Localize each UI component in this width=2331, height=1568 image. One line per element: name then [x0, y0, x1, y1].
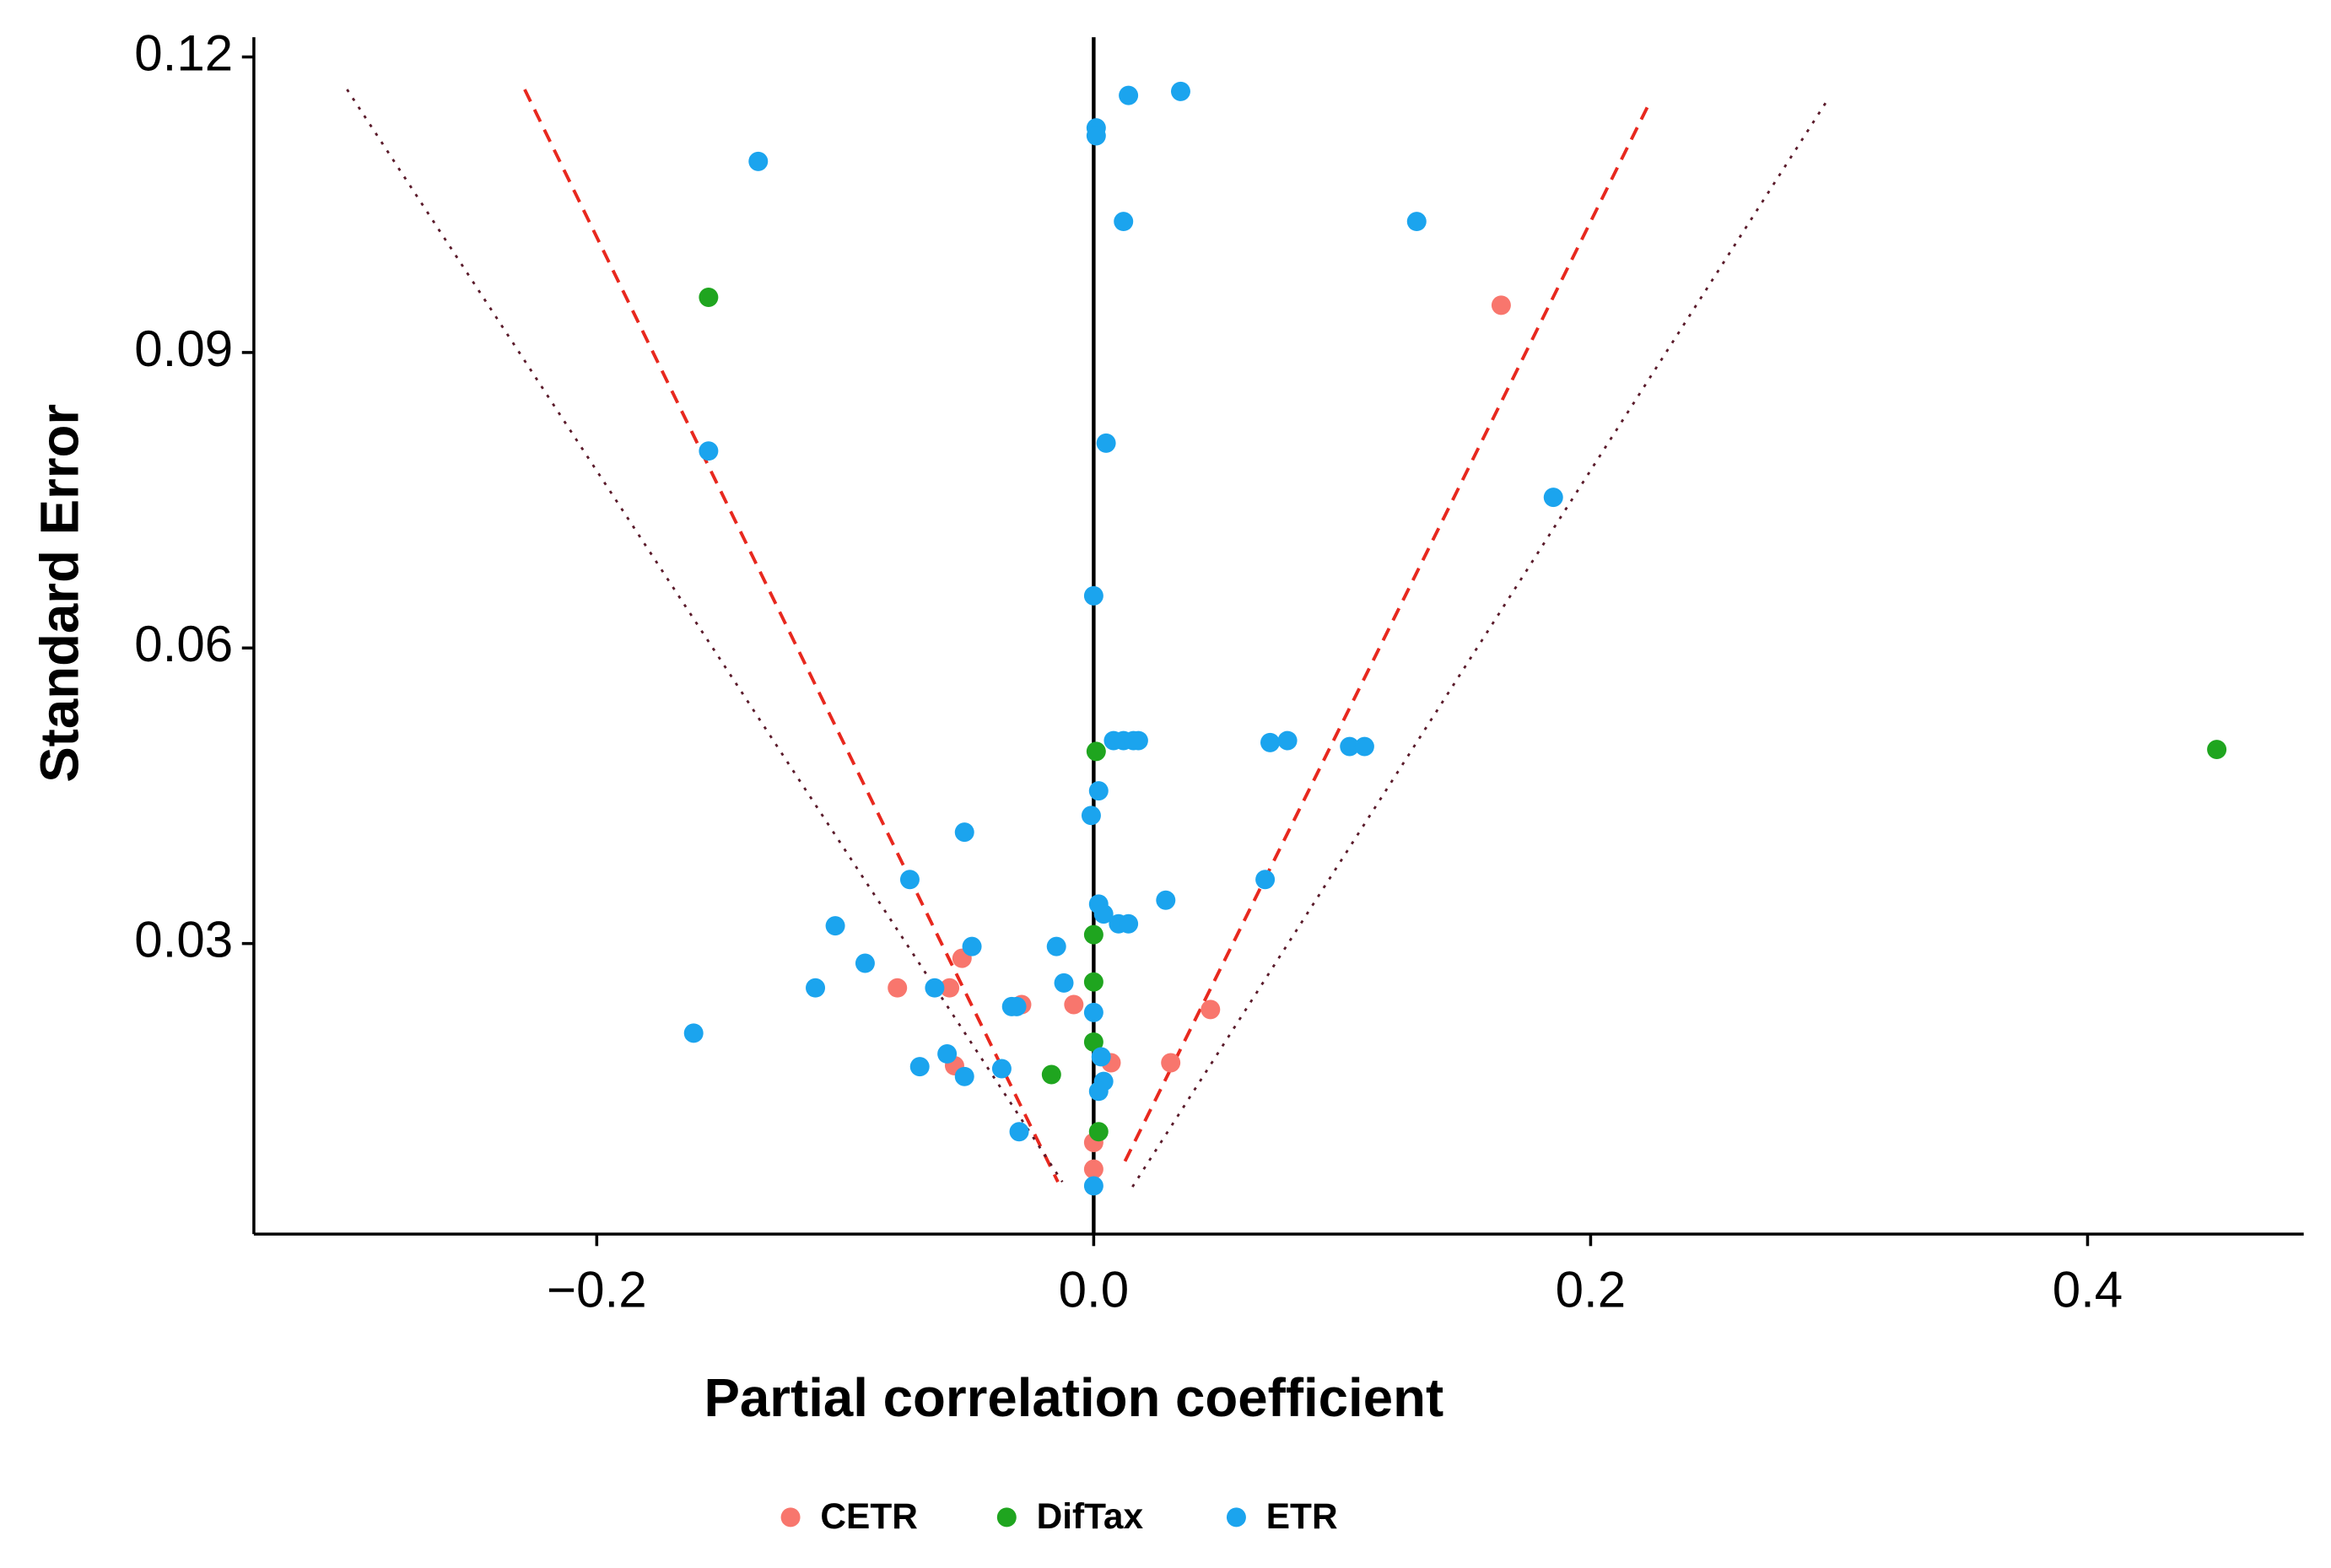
- point: [806, 978, 826, 998]
- point: [1006, 996, 1027, 1016]
- point: [925, 978, 945, 998]
- point: [1083, 972, 1103, 992]
- y-axis-title: Standard Error: [30, 404, 89, 783]
- point: [1088, 1122, 1109, 1142]
- point: [1119, 913, 1139, 934]
- point: [1119, 85, 1139, 105]
- point: [1064, 994, 1084, 1015]
- y-tick-label: 0.06: [134, 616, 233, 672]
- point: [748, 151, 769, 171]
- point: [954, 822, 974, 843]
- point: [1543, 488, 1563, 508]
- point: [937, 1043, 958, 1064]
- point: [1088, 781, 1109, 801]
- point: [1083, 1176, 1103, 1196]
- point: [1406, 212, 1427, 232]
- point: [1096, 433, 1116, 453]
- funnel-line: [523, 89, 1060, 1183]
- funnel-line: [346, 89, 1064, 1183]
- x-tick-label: −0.2: [547, 1262, 647, 1318]
- point: [909, 1057, 930, 1077]
- point: [1081, 806, 1101, 826]
- y-tick-label: 0.12: [134, 24, 233, 81]
- x-axis-title: Partial correlation coefficient: [704, 1368, 1443, 1428]
- point: [1054, 973, 1074, 993]
- point: [1260, 732, 1280, 752]
- point: [1354, 736, 1374, 757]
- legend-marker: [996, 1507, 1017, 1528]
- point: [1046, 936, 1066, 956]
- legend-label: CETR: [820, 1496, 917, 1536]
- x-tick-label: 0.2: [1556, 1262, 1627, 1318]
- legend-marker: [1226, 1507, 1246, 1528]
- point: [954, 1066, 974, 1086]
- point: [1201, 1000, 1221, 1020]
- point: [1083, 585, 1103, 606]
- legend-label: ETR: [1266, 1496, 1338, 1536]
- point: [1277, 730, 1298, 751]
- point: [1114, 212, 1134, 232]
- point: [1083, 1032, 1103, 1052]
- point: [1083, 1159, 1103, 1179]
- point: [1041, 1064, 1061, 1085]
- point: [1009, 1122, 1029, 1142]
- point: [699, 288, 719, 307]
- point: [1086, 126, 1106, 146]
- point: [1491, 295, 1511, 315]
- point: [825, 916, 845, 936]
- point: [1093, 904, 1114, 924]
- point: [1161, 1053, 1181, 1073]
- point: [1083, 924, 1103, 945]
- point: [855, 953, 875, 973]
- y-tick-label: 0.03: [134, 912, 233, 968]
- point: [1091, 1047, 1111, 1067]
- point: [699, 441, 719, 461]
- point: [991, 1059, 1012, 1079]
- x-tick-label: 0.0: [1059, 1262, 1130, 1318]
- legend-marker: [780, 1507, 801, 1528]
- funnel-line: [1131, 96, 1831, 1188]
- point: [899, 870, 920, 890]
- x-tick-label: 0.4: [2053, 1262, 2123, 1318]
- y-tick-label: 0.09: [134, 321, 233, 377]
- point: [940, 978, 960, 998]
- legend-label: DifTax: [1037, 1496, 1144, 1536]
- point: [888, 978, 908, 998]
- point: [1170, 81, 1190, 101]
- point: [1086, 741, 1106, 762]
- point: [1128, 730, 1148, 751]
- point: [1340, 736, 1360, 757]
- point: [1255, 870, 1276, 890]
- funnel-line: [1123, 100, 1652, 1162]
- point: [1088, 1081, 1109, 1102]
- point: [2207, 740, 2227, 760]
- point: [962, 936, 982, 956]
- point: [683, 1023, 704, 1043]
- point: [1083, 1002, 1103, 1022]
- point: [1156, 890, 1176, 910]
